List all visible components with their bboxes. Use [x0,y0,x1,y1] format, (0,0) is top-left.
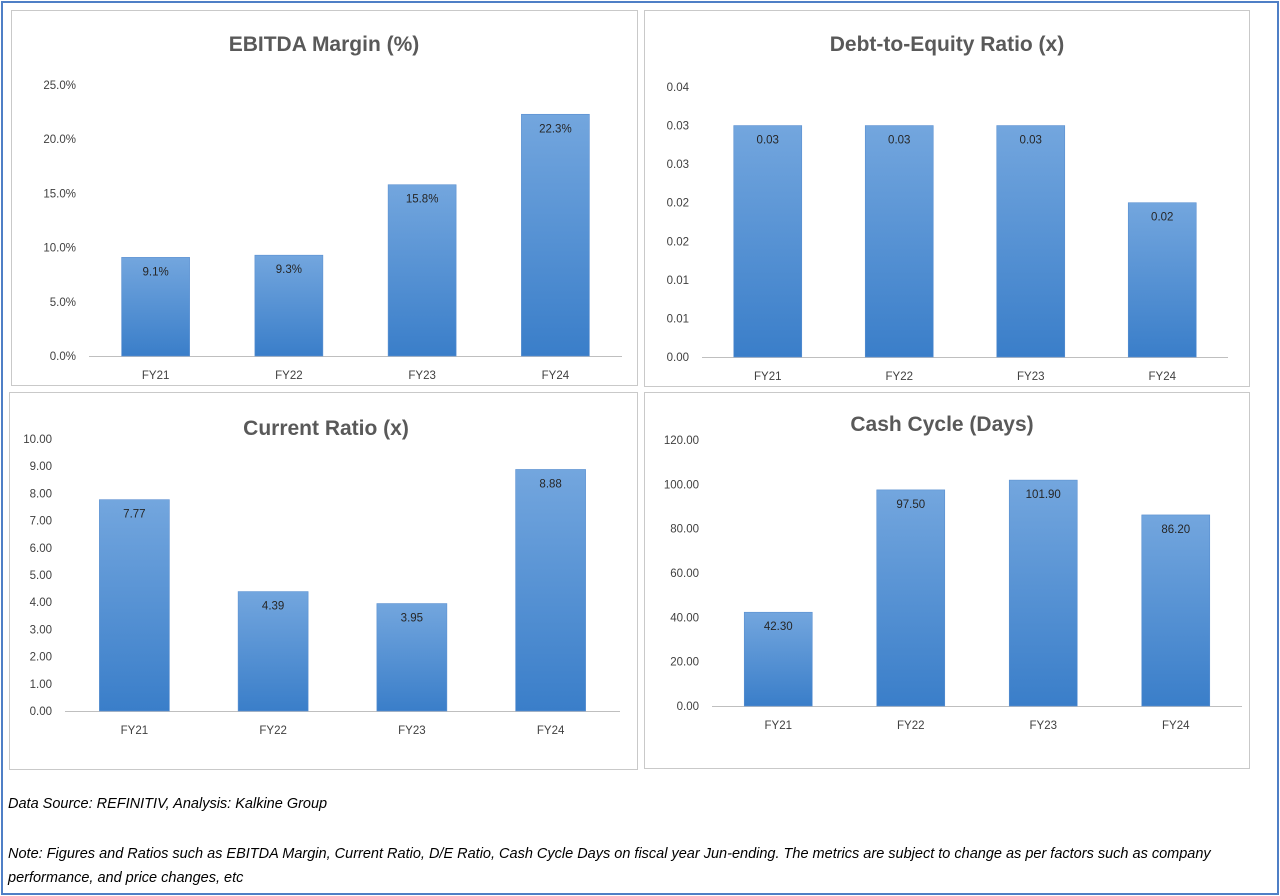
bar-fy22 [254,254,324,357]
x-tick-label-fy24: FY24 [542,370,570,382]
y-tick-label: 7.00 [30,516,52,528]
y-tick-label: 0.00 [30,706,52,718]
bar-fy22 [237,591,309,712]
data-label-fy24: 86.20 [1161,524,1190,536]
x-tick-label-fy21: FY21 [121,725,149,737]
y-tick-label: 0.01 [667,313,689,325]
x-tick-label-fy21: FY21 [754,371,782,383]
y-tick-label: 100.00 [664,479,699,491]
y-tick-label: 20.00 [670,657,699,669]
data-label-fy21: 7.77 [123,509,145,521]
y-tick-label: 4.00 [30,597,52,609]
data-label-fy22: 97.50 [896,499,925,511]
bar-fy21 [121,257,190,357]
chart-title: Cash Cycle (Days) [850,413,1033,436]
y-tick-label: 0.02 [667,236,689,248]
x-tick-label-fy21: FY21 [765,720,793,732]
data-label-fy24: 22.3% [539,123,572,135]
y-tick-label: 60.00 [670,568,699,580]
bar-fy22 [876,489,946,707]
y-tick-label: 80.00 [670,524,699,536]
y-tick-label: 5.0% [50,297,76,309]
bar-fy21 [99,499,170,712]
data-source-text: Data Source: REFINITIV, Analysis: Kalkin… [8,796,328,812]
x-tick-label-fy22: FY22 [275,370,303,382]
cash-cycle-chart: Cash Cycle (Days) 0.00 20.00 40.00 60.00 80.0… [664,413,1242,732]
bar-fy24 [515,469,586,712]
bar-fy22 [864,125,934,358]
chart-panel-cash-cycle: Cash Cycle (Days) 0.00 20.00 40.00 60.00 80.0… [644,392,1250,769]
y-tick-label: 0.00 [677,701,699,713]
data-label-fy22: 9.3% [276,264,302,276]
x-tick-label-fy24: FY24 [537,725,565,737]
y-tick-label: 0.00 [667,352,689,364]
y-tick-label: 2.00 [30,652,52,664]
y-tick-label: 20.0% [43,134,76,146]
x-tick-label-fy24: FY24 [1162,720,1190,732]
y-tick-label: 1.00 [30,679,52,691]
x-tick-label-fy22: FY22 [886,371,914,383]
bar-fy21 [743,611,813,707]
bar-fy24 [1141,514,1211,707]
y-tick-label: 40.00 [670,612,699,624]
chart-panel-debt-to-equity: Debt-to-Equity Ratio (x) 0.00 0.01 0.01 0.02… [644,10,1250,387]
bar-fy23 [376,603,448,712]
x-tick-label-fy23: FY23 [408,370,436,382]
x-tick-label-fy22: FY22 [897,720,925,732]
bar-fy24 [1127,202,1197,358]
y-tick-label: 3.00 [30,624,52,636]
data-label-fy21: 0.03 [757,135,779,147]
x-tick-label-fy23: FY23 [1017,371,1045,383]
x-tick-label-fy21: FY21 [142,370,170,382]
data-label-fy24: 0.02 [1151,212,1173,224]
chart-title: Debt-to-Equity Ratio (x) [830,33,1064,56]
bar-fy21 [733,125,803,358]
data-label-fy23: 101.90 [1026,489,1061,501]
y-tick-label: 0.03 [667,121,689,133]
y-tick-label: 120.00 [664,435,699,447]
chart-panel-ebitda-margin: EBITDA Margin (%) 0.0% 5.0% 10.0% 15.0% 20.0%… [11,10,638,386]
bar-fy24 [521,113,590,357]
bar-fy23 [1008,479,1078,707]
y-tick-label: 0.01 [667,275,689,287]
x-tick-label-fy22: FY22 [259,725,287,737]
current-ratio-chart: Current Ratio (x) 0.00 1.00 2.00 3.00 4.00 5.0… [23,417,620,737]
bar-fy23 [387,184,457,357]
data-label-fy23: 0.03 [1020,135,1042,147]
bar-fy23 [996,125,1066,358]
data-label-fy24: 8.88 [539,478,561,490]
data-label-fy21: 42.30 [764,621,793,633]
debt-to-equity-chart: Debt-to-Equity Ratio (x) 0.00 0.01 0.01 0.02… [667,33,1228,383]
y-tick-label: 8.00 [30,488,52,500]
x-tick-label-fy23: FY23 [398,725,426,737]
ebitda-margin-chart: EBITDA Margin (%) 0.0% 5.0% 10.0% 15.0% 20.0%… [43,33,622,382]
y-tick-label: 10.00 [23,434,52,446]
y-tick-label: 9.00 [30,461,52,473]
x-tick-label-fy24: FY24 [1149,371,1177,383]
y-tick-label: 0.04 [667,82,690,94]
chart-title: Current Ratio (x) [243,417,409,440]
chart-panel-current-ratio: Current Ratio (x) 0.00 1.00 2.00 3.00 4.00 5.0… [9,392,638,770]
data-label-fy21: 9.1% [143,266,169,278]
data-label-fy23: 15.8% [406,194,439,206]
data-label-fy23: 3.95 [401,613,423,625]
chart-title: EBITDA Margin (%) [229,33,420,56]
y-tick-label: 25.0% [43,80,76,92]
y-tick-label: 0.0% [50,351,76,363]
footnote-text: Note: Figures and Ratios such as EBITDA … [8,846,1211,886]
data-label-fy22: 4.39 [262,601,284,613]
y-tick-label: 0.02 [667,198,689,210]
data-label-fy22: 0.03 [888,135,910,147]
y-tick-label: 6.00 [30,543,52,555]
y-tick-label: 5.00 [30,570,52,582]
x-tick-label-fy23: FY23 [1030,720,1058,732]
y-tick-label: 10.0% [43,243,76,255]
y-tick-label: 0.03 [667,159,689,171]
y-tick-label: 15.0% [43,188,76,200]
